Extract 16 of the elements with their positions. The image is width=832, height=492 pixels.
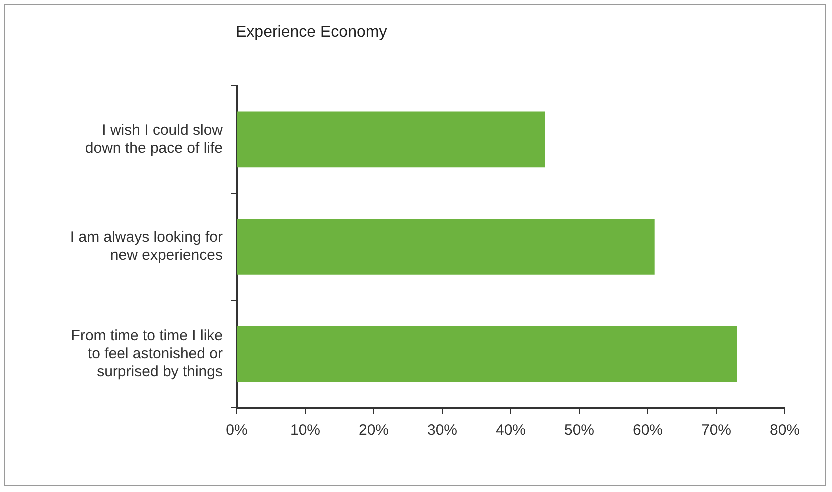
y-tick-label: I am always looking for new experiences (70, 229, 223, 264)
x-tick-label: 50% (564, 422, 595, 440)
y-tick-label: I wish I could slow down the pace of life (85, 122, 224, 157)
x-tick-label: 80% (770, 422, 800, 440)
x-tick-label: 70% (701, 422, 732, 440)
bar (238, 112, 546, 168)
x-tick-label: 30% (427, 422, 458, 440)
x-tick-label: 10% (290, 422, 321, 440)
x-tick-label: 60% (632, 422, 664, 440)
bar (238, 326, 738, 382)
y-tick-label: From time to time I like to feel astonished or surprised by things (71, 327, 223, 380)
chart-title: Experience Economy (236, 24, 388, 42)
x-tick-label: 40% (496, 422, 526, 440)
x-tick-label: 0% (226, 422, 248, 440)
x-tick-label: 20% (358, 422, 390, 440)
bar (238, 219, 655, 275)
